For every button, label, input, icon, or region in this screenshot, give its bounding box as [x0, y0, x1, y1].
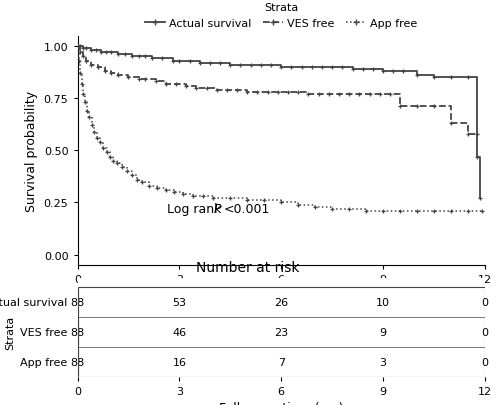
Text: 26: 26 — [274, 297, 288, 307]
Text: <0.001: <0.001 — [224, 202, 270, 215]
Text: 88: 88 — [70, 327, 85, 337]
Text: Log rank: Log rank — [167, 202, 226, 215]
Text: 46: 46 — [172, 327, 186, 337]
X-axis label: Follow-up time (yrs): Follow-up time (yrs) — [219, 401, 344, 405]
Text: VES free: VES free — [20, 327, 68, 337]
Text: 0: 0 — [482, 297, 488, 307]
X-axis label: Follow-up time (yrs): Follow-up time (yrs) — [219, 290, 344, 303]
Text: 16: 16 — [172, 357, 186, 367]
Text: 23: 23 — [274, 327, 288, 337]
Text: Actual survival: Actual survival — [0, 297, 68, 307]
Text: 9: 9 — [380, 327, 386, 337]
Text: 0: 0 — [482, 357, 488, 367]
Text: 10: 10 — [376, 297, 390, 307]
Text: App free: App free — [20, 357, 68, 367]
Y-axis label: Survival probability: Survival probability — [25, 91, 38, 211]
Text: 7: 7 — [278, 357, 285, 367]
Text: 53: 53 — [172, 297, 186, 307]
Text: Number at risk: Number at risk — [196, 260, 300, 274]
Text: 88: 88 — [70, 357, 85, 367]
Text: 0: 0 — [482, 327, 488, 337]
Text: Strata: Strata — [5, 315, 15, 350]
Legend: Actual survival, VES free, App free: Actual survival, VES free, App free — [145, 3, 417, 29]
Text: P: P — [214, 202, 222, 215]
Text: 88: 88 — [70, 297, 85, 307]
Text: 3: 3 — [380, 357, 386, 367]
